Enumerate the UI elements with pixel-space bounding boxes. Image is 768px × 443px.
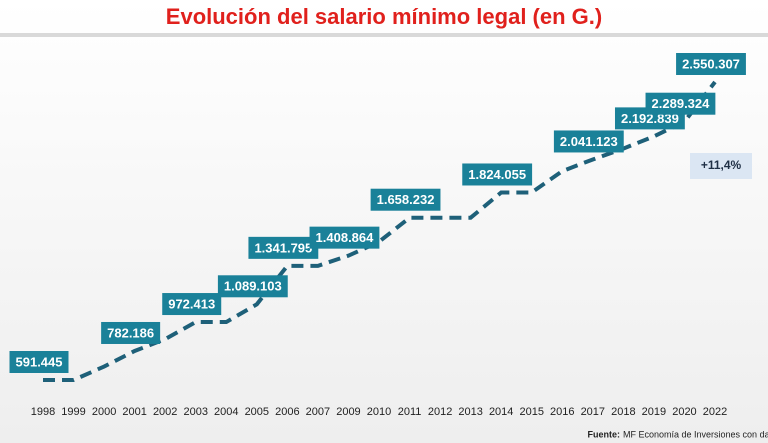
x-tick-label: 2007 [306,406,330,418]
data-label-box [9,351,69,373]
chart-title: Evolución del salario mínimo legal (en G… [166,4,602,29]
x-tick-label: 1999 [61,406,85,418]
source-label: Fuente: [588,429,621,439]
x-tick-label: 1998 [31,406,55,418]
data-label: 1.408.864 [316,230,375,245]
x-tick-label: 2000 [92,406,116,418]
x-tick-label: 2014 [489,406,513,418]
data-label: 591.445 [16,354,63,369]
data-label: 1.341.795 [254,240,312,255]
data-label: 1.824.055 [468,167,526,182]
x-tick-label: 2011 [398,406,422,418]
x-tick-label: 2017 [581,406,605,418]
x-tick-label: 2006 [275,406,299,418]
data-label-box [645,92,716,115]
data-label-box [676,53,746,75]
data-label: 1.658.232 [377,192,435,207]
x-tick-label: 2020 [672,406,696,418]
data-label-box [553,130,624,153]
x-tick-label: 2016 [550,406,574,418]
annotation: +11,4% [701,158,742,172]
x-tick-label: 2002 [153,406,177,418]
x-tick-label: 2012 [428,406,452,418]
data-label-box [101,321,161,344]
x-tick-label: 2015 [519,406,543,418]
data-label-box [462,163,533,186]
data-label-box [309,226,380,249]
data-label: 782.186 [107,325,154,340]
x-tick-label: 2010 [367,406,391,418]
data-label: 2.041.123 [560,134,618,149]
x-tick-label: 2009 [336,406,360,418]
x-tick-label: 2005 [245,406,269,418]
x-tick-label: 2001 [122,406,146,418]
x-tick-label: 2004 [214,406,238,418]
x-tick-label: 2022 [703,406,727,418]
x-tick-label: 2013 [458,406,482,418]
data-label: 972.413 [168,296,215,311]
annotation-box [690,153,752,179]
x-tick-label: 2019 [642,406,666,418]
data-label: 1.089.103 [224,279,282,294]
data-label: 2.550.307 [682,56,740,71]
data-label-box [162,293,222,316]
x-tick-label: 2003 [183,406,207,418]
data-label-box [370,188,441,211]
data-label-box [217,275,288,298]
source: MF Economía de Inversiones con datos del… [623,429,768,439]
x-tick-label: 2018 [611,406,635,418]
title-rule [0,33,768,37]
data-label: 2.289.324 [652,96,711,111]
data-label-box [248,236,319,259]
